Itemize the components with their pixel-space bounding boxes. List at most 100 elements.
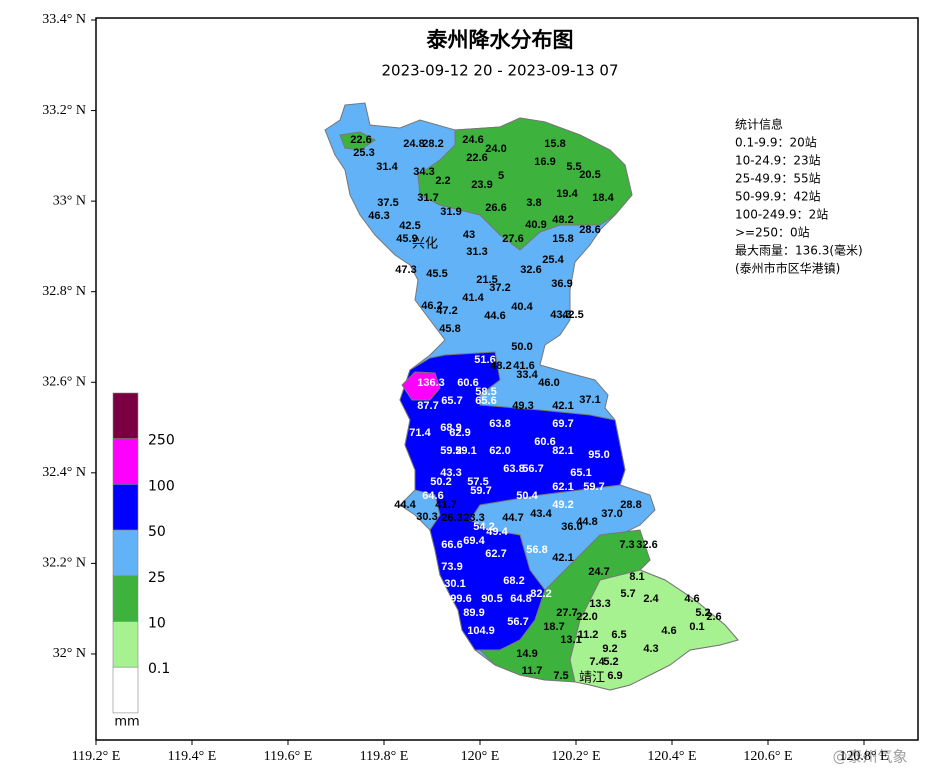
station-value: 11.2 [578,629,599,641]
stats-line: >=250：0站 [735,226,810,240]
station-value: 11.7 [522,665,543,677]
station-value: 5.7 [620,588,635,600]
station-value: 6.9 [607,670,622,682]
station-value: 99.6 [450,593,471,605]
y-tick-label: 32° N [53,646,86,661]
x-tick-label: 119.4° E [168,749,217,764]
station-value: 58.5 [475,386,496,398]
legend-band [112,575,139,622]
station-value: 50.0 [511,341,532,353]
region-0-10 [569,569,739,691]
station-value: 62.9 [449,427,470,439]
station-value: 90.5 [481,593,502,605]
station-value: 82.2 [530,588,551,600]
station-value: 37.0 [601,508,622,520]
map-title: 泰州降水分布图 [426,28,574,52]
station-value: 42.5 [399,220,420,232]
x-tick-label: 119.2° E [72,749,121,764]
station-value: 43.4 [530,508,552,520]
station-value: 68.2 [503,575,524,587]
station-value: 28.8 [620,499,641,511]
stats-line: 25-49.9：55站 [735,172,821,186]
station-value: 22.0 [576,611,597,623]
station-value: 30.1 [444,578,465,590]
station-value: 51.6 [474,354,495,366]
station-value: 57.5 [467,476,488,488]
x-tick-label: 120.4° E [647,749,696,764]
y-tick-label: 32.8° N [42,284,86,299]
station-value: 25.3 [353,147,374,159]
station-value: 41.7 [435,499,456,511]
station-value: 46.3 [368,210,389,222]
station-value: 31.4 [376,161,398,173]
station-value: 73.9 [441,561,462,573]
station-value: 14.9 [516,648,537,660]
station-value: 69.4 [463,535,485,547]
legend-label: 25 [148,570,166,586]
station-value: 13.3 [589,598,610,610]
station-value: 56.8 [526,544,547,556]
station-value: 22.6 [350,134,371,146]
station-value: 48.2 [552,214,573,226]
station-value: 18.4 [592,192,614,204]
station-value: 26.6 [485,202,506,214]
y-tick-label: 32.6° N [42,374,86,389]
y-tick-label: 33.2° N [42,103,86,118]
station-value: 5.5 [566,161,581,173]
station-value: 49.3 [512,400,533,412]
station-value: 49.2 [552,499,573,511]
station-value: 41.6 [513,360,534,372]
region-10-25 [478,529,651,683]
station-value: 28.6 [579,224,600,236]
station-value: 30.3 [416,511,437,523]
station-value: 36.0 [561,521,582,533]
station-value: 65.6 [475,395,496,407]
station-value: 21.5 [476,274,497,286]
stats-line: 最大雨量：136.3(毫米) [735,243,863,258]
station-value: 23.3 [463,512,484,524]
station-value: 43 [463,229,475,241]
station-value: 7.4 [589,656,605,668]
station-value: 44.8 [576,516,597,528]
station-value: 136.3 [417,377,445,389]
station-value: 33.4 [516,369,538,381]
station-value: 62.7 [485,548,506,560]
legend-band [112,438,139,485]
station-value: 9.2 [602,643,617,655]
station-value: 34.3 [413,166,434,178]
stats-line: 100-249.9：2站 [735,208,828,222]
station-value: 59.2 [440,445,461,457]
y-tick-label: 32.4° N [42,465,86,480]
station-value: 15.8 [552,233,573,245]
y-tick-label: 32.2° N [42,556,86,571]
station-value: 23.9 [471,179,492,191]
station-value: 44.6 [484,310,505,322]
station-value: 44.4 [394,499,416,511]
station-value: 45.9 [396,233,417,245]
legend-band [112,392,139,440]
station-value: 68.9 [440,422,461,434]
station-value: 49.4 [486,526,508,538]
station-value: 54.2 [473,521,494,533]
place-label: 靖江 [579,671,605,686]
stats-line: 统计信息 [735,117,783,132]
station-value: 37.1 [579,394,600,406]
stats-line: 50-99.9：42站 [735,190,821,204]
station-value: 32.6 [636,539,657,551]
station-value: 42.5 [562,309,583,321]
stats-line: 10-24.9：23站 [735,154,821,168]
station-value: 4.6 [684,593,699,605]
station-value: 65.7 [441,395,462,407]
station-value: 7.3 [619,539,634,551]
station-value: 45.8 [439,323,460,335]
station-value: 56.7 [507,616,528,628]
station-value: 8.1 [629,571,644,583]
station-value: 2.4 [643,593,659,605]
station-value: 50.4 [516,490,538,502]
station-value: 0.1 [689,621,704,633]
station-value: 2.6 [706,611,721,623]
station-value: 59.7 [583,481,604,493]
station-value: 87.7 [417,400,438,412]
station-value: 24.6 [462,134,483,146]
station-value: 95.0 [588,449,609,461]
